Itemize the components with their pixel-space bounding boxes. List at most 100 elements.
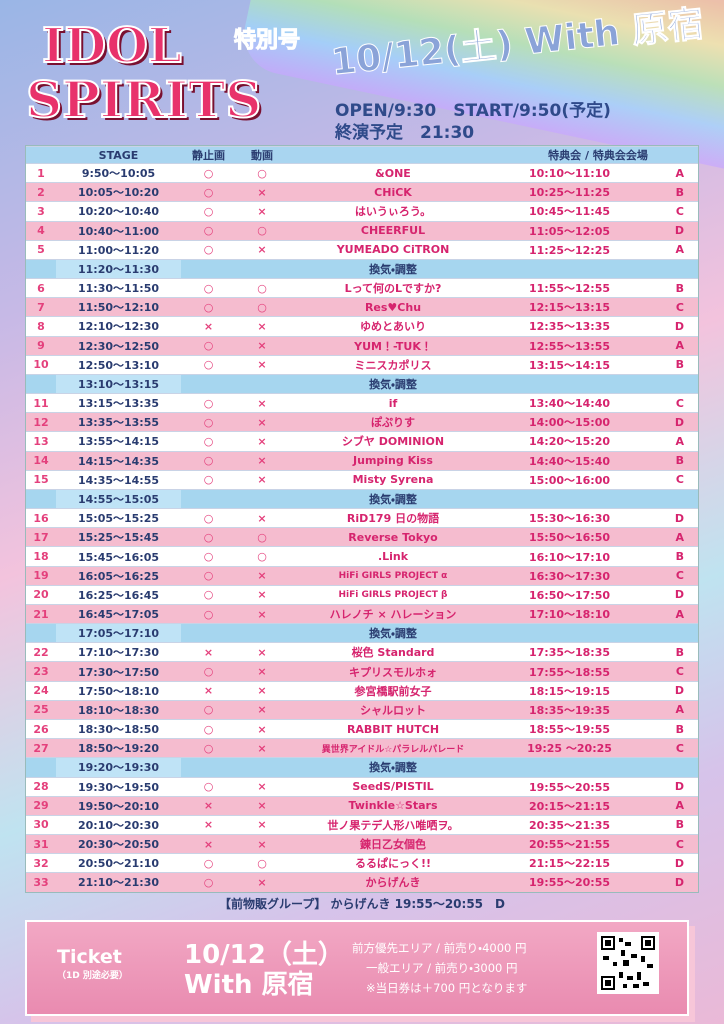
video-allowed: ○ — [257, 550, 267, 564]
schedule-row: 26 18:30〜18:50 ○ × RABBIT HUTCH 18:55〜19:55 B — [26, 718, 698, 738]
video-allowed: × — [257, 684, 267, 698]
video-allowed: × — [257, 703, 267, 717]
row-number: 4 — [37, 224, 45, 238]
row-number: 31 — [33, 837, 49, 851]
photo-allowed: ○ — [203, 722, 214, 736]
photo-allowed: ○ — [203, 588, 214, 602]
stage-time: 17:50〜18:10 — [77, 684, 160, 698]
bonus-time: 20:15〜21:15 — [528, 799, 611, 813]
artist: Reverse Tokyo — [348, 530, 438, 544]
video-allowed: × — [257, 818, 267, 832]
artist: .Link — [377, 550, 409, 564]
artist: HiFi GIRLS PROJECT α — [338, 570, 448, 581]
col-stage: STAGE — [98, 148, 139, 162]
stage-time: 19:30〜19:50 — [77, 780, 160, 794]
video-allowed: ○ — [257, 281, 267, 295]
video-allowed: × — [257, 185, 267, 199]
schedule-row: 11 13:15〜13:35 ○ × if 13:40〜14:40 C — [26, 393, 698, 412]
schedule-row: 29 19:50〜20:10 × × Twinkle☆Stars 20:15〜21:15 A — [26, 795, 698, 815]
bonus-venue: A — [675, 607, 684, 621]
bonus-time: 18:55〜19:55 — [528, 723, 611, 737]
video-allowed: × — [257, 415, 267, 429]
video-allowed: × — [257, 454, 267, 468]
stage-time: 14:15〜14:35 — [77, 454, 160, 468]
video-allowed: × — [257, 607, 267, 621]
stage-time: 17:10〜17:30 — [77, 646, 160, 660]
row-number: 16 — [33, 511, 49, 525]
stage-time: 15:05〜15:25 — [77, 512, 160, 526]
bonus-time: 10:25〜11:25 — [528, 186, 611, 200]
schedule-row: 16 15:05〜15:25 ○ × RiD179 日の物語 15:30〜16:30 D — [26, 508, 698, 527]
artist: YUMEADO CiTRON — [336, 243, 450, 257]
stage-time: 20:10〜20:30 — [77, 818, 160, 832]
schedule-row: 20 16:25〜16:45 ○ × HiFi GIRLS PROJECT β 16:50… — [26, 584, 698, 604]
schedule-row: 31 20:30〜20:50 × × 錬日乙女個色 20:55〜21:55 C — [26, 834, 698, 854]
artist: ゆめとあいり — [360, 320, 426, 334]
row-number: 23 — [33, 665, 49, 679]
artist: Lって何のLですか? — [344, 282, 442, 296]
schedule-row: 14 14:15〜14:35 ○ × Jumping Kiss 14:40〜15:40 B — [26, 450, 698, 470]
video-allowed: × — [257, 837, 267, 851]
video-allowed: × — [257, 645, 267, 659]
photo-allowed: ○ — [203, 530, 214, 544]
bonus-time: 20:55〜21:55 — [528, 838, 611, 852]
artist: ミニスカポリス — [354, 358, 432, 372]
stage-time: 18:10〜18:30 — [77, 703, 160, 717]
artist: 桜色 Standard — [351, 646, 435, 660]
video-allowed: × — [257, 722, 267, 736]
break-time: 13:10〜13:15 — [56, 374, 181, 394]
video-allowed: × — [257, 875, 267, 889]
photo-allowed: × — [203, 837, 214, 851]
row-number: 26 — [33, 722, 49, 736]
stage-time: 12:30〜12:50 — [77, 339, 160, 353]
row-number: 20 — [33, 588, 49, 602]
bonus-venue: D — [674, 856, 684, 870]
break-note: 換気・調整 — [369, 377, 417, 391]
ticket-venue: With 原宿 — [184, 970, 314, 1000]
photo-allowed: ○ — [203, 434, 214, 448]
photo-allowed: ○ — [203, 454, 214, 468]
video-allowed: ○ — [257, 224, 267, 238]
row-number: 2 — [37, 185, 45, 199]
row-number: 3 — [37, 204, 45, 218]
video-allowed: × — [257, 665, 267, 679]
bonus-time: 11:55〜12:55 — [528, 282, 611, 296]
bonus-venue: D — [674, 588, 684, 602]
video-allowed: × — [257, 588, 267, 602]
row-number: 24 — [33, 684, 49, 698]
photo-allowed: ○ — [203, 281, 214, 295]
bonus-venue: C — [675, 741, 684, 755]
bonus-venue: C — [675, 837, 684, 851]
video-allowed: × — [257, 358, 267, 372]
artist: if — [388, 396, 398, 410]
bonus-venue: D — [674, 780, 684, 794]
artist: RABBIT HUTCH — [346, 722, 440, 736]
photo-allowed: ○ — [203, 550, 214, 564]
schedule-row: 13 13:55〜14:15 ○ × シブヤ DOMINION 14:20〜15:20 A — [26, 431, 698, 450]
bonus-time: 19:55〜20:55 — [528, 780, 611, 794]
stage-time: 17:30〜17:50 — [77, 665, 160, 679]
schedule-row: 23 17:30〜17:50 ○ × キプリスモルホォ 17:55〜18:55 C — [26, 661, 698, 681]
bonus-venue: B — [675, 550, 684, 564]
row-number: 1 — [37, 166, 45, 180]
schedule-row: 27 18:50〜19:20 ○ × 異世界アイドル☆パラレルパレード 19:25 〜20… — [26, 738, 698, 758]
video-allowed: × — [257, 243, 267, 257]
photo-allowed: ○ — [203, 780, 214, 794]
bonus-time: 18:35〜19:35 — [528, 703, 611, 717]
bonus-venue: A — [675, 339, 684, 353]
bonus-venue: C — [675, 396, 684, 410]
schedule-row: 22 17:10〜17:30 × × 桜色 Standard 17:35〜18:35 B — [26, 642, 698, 661]
bonus-venue: D — [674, 875, 684, 889]
bonus-time: 14:20〜15:20 — [528, 435, 611, 449]
row-number: 13 — [33, 434, 49, 448]
row-number: 12 — [33, 415, 49, 429]
bonus-time: 12:55〜13:55 — [528, 339, 611, 353]
stage-time: 15:25〜15:45 — [77, 531, 160, 545]
bonus-venue: A — [675, 166, 684, 180]
schedule-row: 3 10:20〜10:40 ○ × はいうぃろう。 10:45〜11:45 C — [26, 201, 698, 220]
break-time: 17:05〜17:10 — [56, 624, 181, 643]
price-line: 前方優先エリア / 前売り・4000 円 — [352, 941, 527, 955]
stage-time: 9:50〜10:05 — [81, 167, 156, 181]
col-bonus: 特典会 / 特典会会場 — [548, 149, 648, 162]
break-note: 換気・調整 — [369, 262, 417, 276]
